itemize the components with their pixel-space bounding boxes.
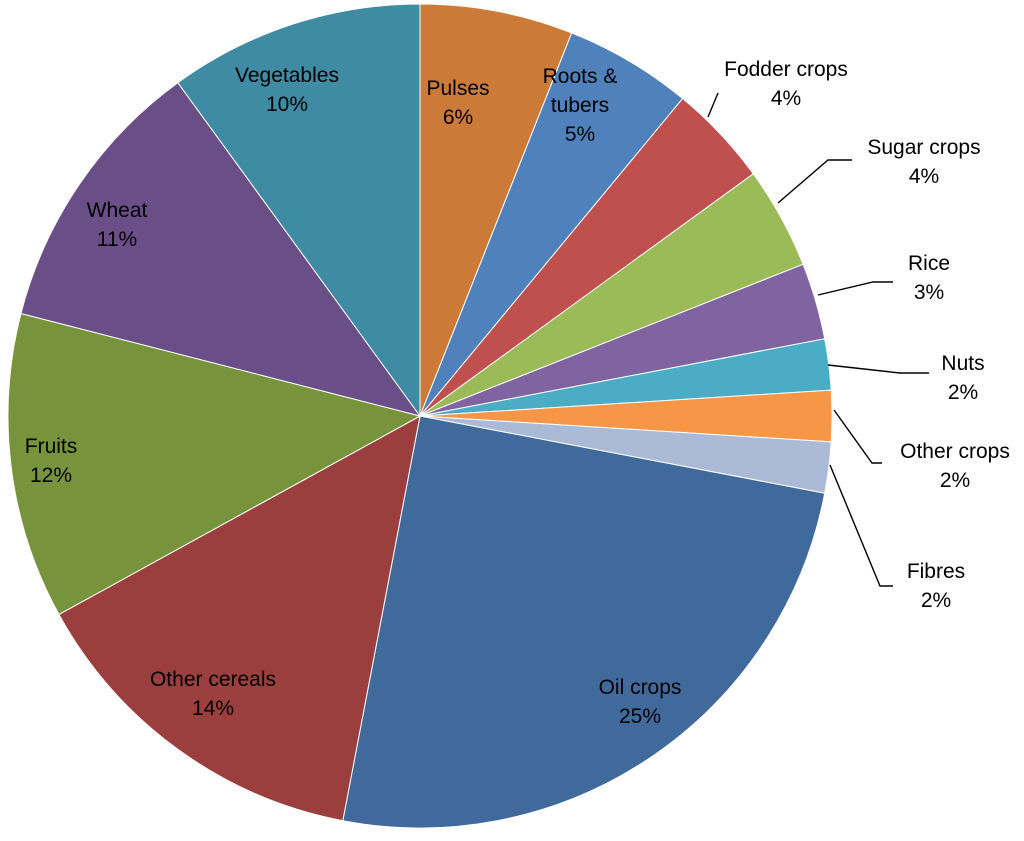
- label-oil-crops: Oil crops 25%: [599, 676, 682, 728]
- leader-line-other-crops: [833, 409, 882, 464]
- label-wheat: Wheat 11%: [87, 199, 148, 251]
- label-value: 2%: [948, 381, 978, 404]
- label-name: Vegetables: [235, 64, 339, 87]
- label-value: 5%: [565, 123, 595, 146]
- label-name: Rice: [908, 252, 950, 275]
- label-value: 25%: [619, 705, 661, 728]
- label-value: 14%: [192, 697, 234, 720]
- label-value: 4%: [771, 87, 801, 110]
- label-name: Other cereals: [150, 668, 276, 691]
- label-value: 12%: [30, 464, 72, 487]
- slice-pulses: [419, 3, 573, 417]
- label-rice: Rice 3%: [908, 252, 950, 304]
- label-name: Nuts: [941, 352, 984, 375]
- label-pulses: Pulses 6%: [426, 77, 489, 129]
- slice-labels: Pulses 6%Roots & tubers 5%Fodder crops 4%Sug…: [25, 58, 1010, 728]
- label-vegetables: Vegetables 10%: [235, 64, 339, 116]
- label-name: Fodder crops: [724, 58, 848, 81]
- label-value: 2%: [921, 589, 951, 612]
- leader-line-fodder-crops: [707, 92, 719, 118]
- label-fibres: Fibres 2%: [907, 560, 965, 612]
- leader-lines: [707, 92, 929, 587]
- label-value: 4%: [909, 165, 939, 188]
- label-name: Roots &: [543, 65, 618, 88]
- label-value: 10%: [266, 93, 308, 116]
- label-roots-tubers: Roots & tubers 5%: [543, 65, 618, 146]
- label-fruits: Fruits 12%: [25, 435, 78, 487]
- label-fodder-crops: Fodder crops 4%: [724, 58, 848, 110]
- label-value: 2%: [940, 469, 970, 492]
- label-name: Other crops: [900, 440, 1010, 463]
- label-other-crops: Other crops 2%: [900, 440, 1010, 492]
- leader-line-nuts: [827, 364, 929, 374]
- leader-line-fibres: [829, 464, 893, 587]
- leader-line-sugar-crops: [777, 159, 852, 204]
- label-name: Oil crops: [599, 676, 682, 699]
- label-value: 6%: [443, 106, 473, 129]
- leader-line-rice: [817, 281, 893, 296]
- slice-oil-crops: [342, 415, 826, 829]
- label-other-cereals: Other cereals 14%: [150, 668, 276, 720]
- label-nuts: Nuts 2%: [941, 352, 984, 404]
- label-name: Sugar crops: [867, 136, 980, 159]
- label-name: Wheat: [87, 199, 148, 222]
- slice-vegetables: [177, 3, 421, 418]
- slice-fruits: [7, 312, 422, 616]
- label-name: Fruits: [25, 435, 78, 458]
- slice-wheat: [20, 81, 422, 417]
- label-value: 11%: [97, 228, 137, 251]
- label-name: Fibres: [907, 560, 965, 583]
- label-name: Pulses: [426, 77, 489, 100]
- label-value: 3%: [914, 281, 944, 304]
- label-name: tubers: [551, 94, 609, 117]
- label-sugar-crops: Sugar crops 4%: [867, 136, 980, 188]
- pie-slices: [7, 3, 833, 829]
- slice-other-cereals: [58, 415, 421, 822]
